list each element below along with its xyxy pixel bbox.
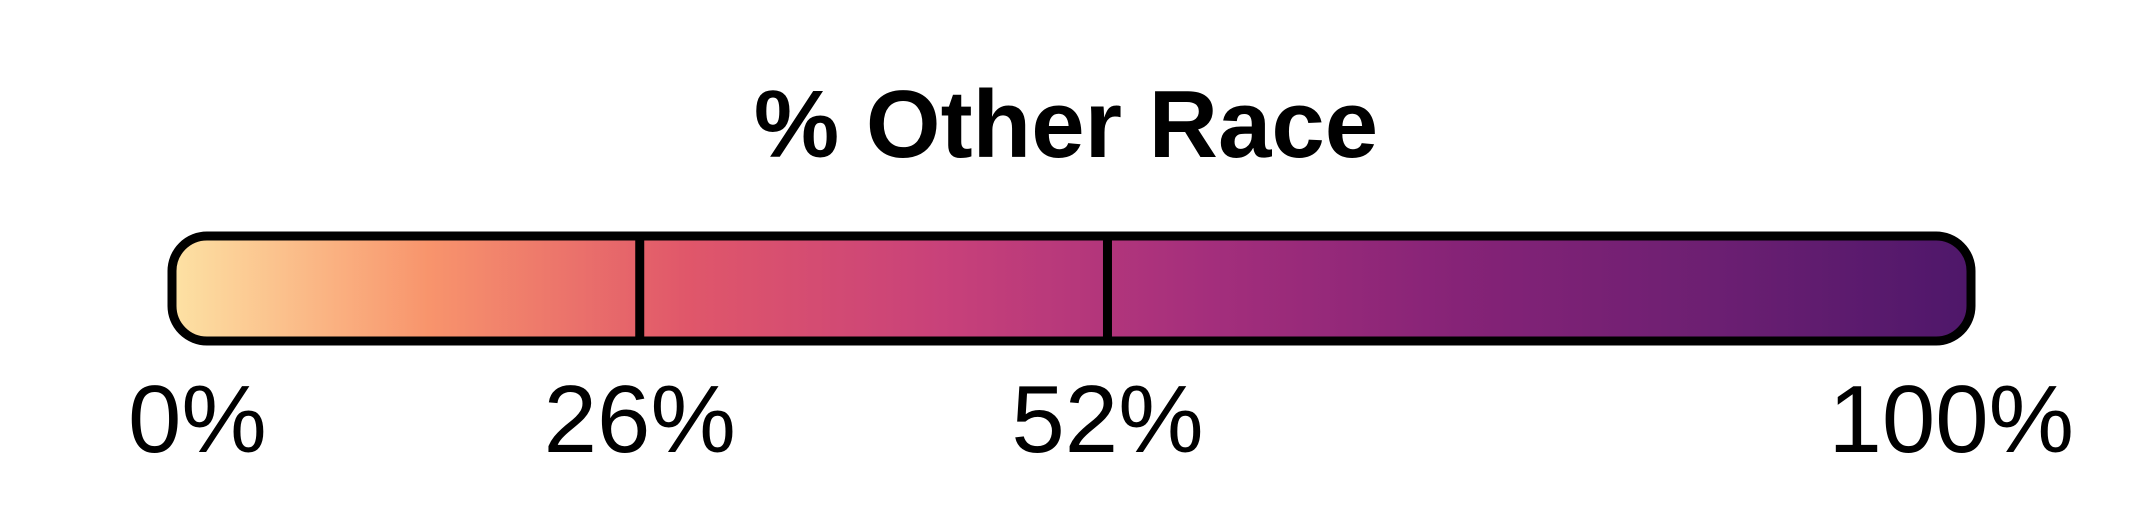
legend-break-lines	[635, 236, 1112, 341]
legend-tick-label: 0%	[128, 366, 267, 473]
legend-tick-label: 100%	[1828, 366, 2074, 473]
legend-tick-label: 52%	[1011, 366, 1203, 473]
legend-tick-labels: 0% 26% 52% 100%	[128, 366, 2074, 473]
legend-title: % Other Race	[754, 71, 1378, 178]
legend-color-bar	[167, 231, 1976, 346]
legend-tick-label: 26%	[544, 366, 736, 473]
